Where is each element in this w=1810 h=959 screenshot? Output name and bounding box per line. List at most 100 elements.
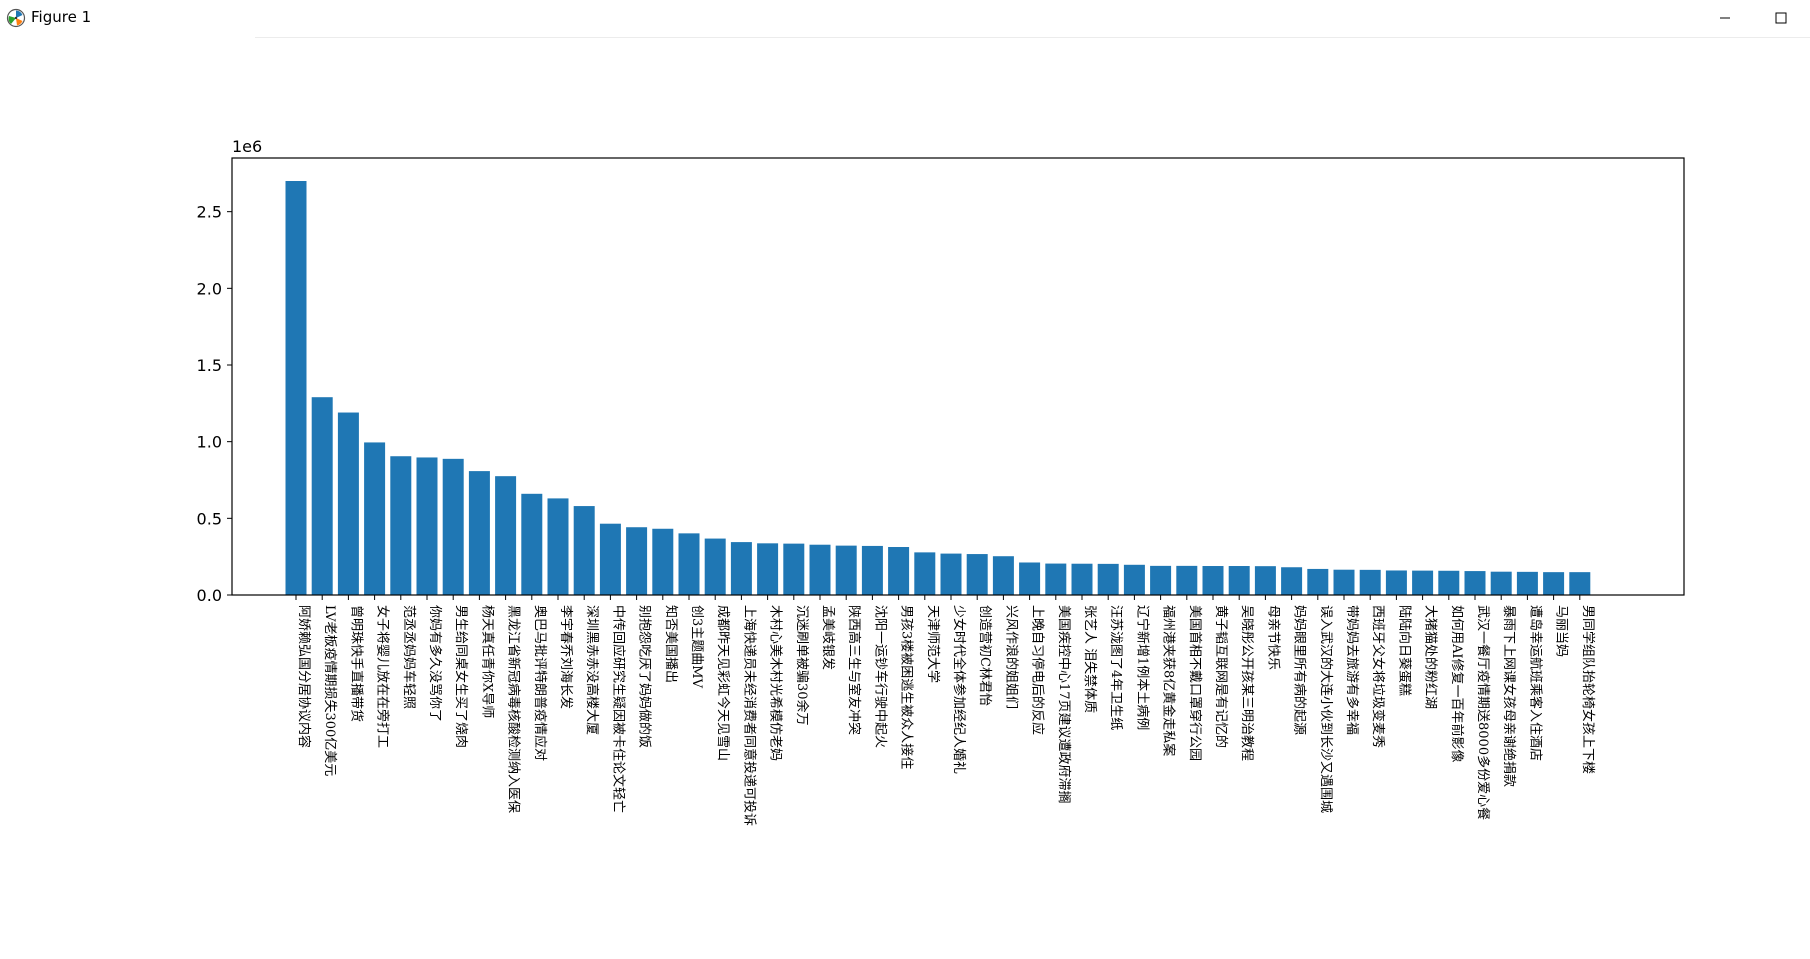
x-tick-label: 美国疾控中心17页建议遭政府滞搁	[1056, 605, 1071, 804]
x-tick-label: 美国首相不戴口罩穿行公园	[1187, 605, 1203, 761]
x-tick-label: 沈阳一运钞车行驶中起火	[872, 605, 888, 748]
y-axis-offset-label: 1e6	[232, 137, 262, 156]
bar	[1019, 562, 1041, 595]
y-axis-ticks: 0.0 0.5 1.0 1.5 2.0 2.5	[197, 203, 232, 605]
bar	[1228, 566, 1250, 595]
bar	[495, 476, 517, 595]
bar	[1438, 570, 1460, 595]
minimize-button[interactable]	[1702, 2, 1748, 34]
x-tick-label: 兴风作浪的姐姐们	[1003, 605, 1019, 709]
bar	[599, 523, 621, 595]
x-tick-label: 木村心美木村光希模仿老妈	[768, 605, 783, 761]
x-tick-label: 创3主题曲MV	[689, 605, 704, 689]
window-title: Figure 1	[31, 8, 92, 26]
bar	[1281, 567, 1303, 595]
bar	[416, 457, 438, 595]
bar	[626, 527, 648, 595]
bar	[1045, 563, 1067, 595]
bar	[1097, 563, 1119, 595]
x-tick-label: 福州港夹获8亿黄金走私案	[1161, 605, 1177, 756]
bar	[1150, 565, 1172, 595]
x-tick-label: 马丽当妈	[1554, 605, 1569, 657]
bar	[1333, 569, 1355, 595]
bar	[1307, 568, 1329, 595]
bar	[1359, 569, 1381, 595]
x-tick-label: 女子将婴儿放在在旁打工	[375, 605, 391, 748]
x-tick-label: 误入武汉的大连小伙到长沙又遇围城	[1318, 605, 1334, 813]
bar	[783, 543, 805, 595]
y-tick-label: 1.0	[197, 433, 222, 452]
x-tick-label: 沉迷刷单被骗30余万	[794, 605, 810, 726]
x-tick-label: 少女时代全体参加经纪人婚礼	[951, 605, 967, 774]
x-axis-ticks: 阿娇赖弘国分居协议内容 LV老板疫情期损失300亿美元 曾明珠快手直播带货 女子将婴儿…	[295, 595, 1596, 826]
bar	[311, 397, 333, 595]
x-tick-label: 男同学组队抬轮椅女孩上下楼	[1580, 605, 1596, 774]
window-title-bar: Figure 1	[0, 0, 1810, 36]
bar	[1543, 572, 1565, 595]
bar	[1385, 570, 1407, 595]
bar	[992, 556, 1014, 595]
x-tick-label: 男生给同桌女生买了烧肉	[453, 605, 469, 748]
x-tick-label: 陆陆向日葵蛋糕	[1396, 605, 1412, 696]
bar	[285, 181, 307, 595]
x-tick-label: 暴雨下上网课女孩母亲谢绝捐款	[1501, 605, 1517, 787]
x-tick-label: 张艺人 泪失禁体质	[1082, 605, 1097, 713]
bar	[1464, 571, 1486, 595]
bar	[1569, 572, 1591, 595]
x-tick-label: LV老板疫情期损失300亿美元	[322, 605, 338, 776]
bar	[364, 442, 386, 595]
bar	[1412, 570, 1434, 595]
bar	[888, 547, 910, 595]
x-tick-label: 母亲节快乐	[1265, 605, 1280, 670]
toolbar-divider	[255, 37, 1810, 38]
bar	[573, 506, 595, 595]
x-tick-label: 范丞丞妈妈车轻照	[401, 605, 417, 709]
x-tick-label: 吴晓彤公开孩某三明治教程	[1239, 605, 1255, 761]
bar	[809, 544, 831, 595]
bar	[835, 545, 857, 595]
x-tick-label: 成都昨天见彩虹今天见雪山	[715, 605, 731, 761]
x-tick-label: 天津师范大学	[925, 605, 941, 683]
bar	[1176, 565, 1198, 595]
x-tick-label: 李宇春乔刘海长发	[558, 605, 574, 709]
bar	[966, 554, 988, 595]
x-tick-label: 上晚自习停电后的反应	[1030, 605, 1046, 735]
x-tick-label: 辽宁新增1例本土病例	[1134, 605, 1150, 730]
x-tick-label: 汪苏泷图了4年卫生纸	[1108, 605, 1124, 730]
bar	[678, 533, 700, 595]
bar	[521, 493, 543, 595]
axes-frame	[231, 157, 1685, 596]
x-tick-label: 曾明珠快手直播带货	[348, 605, 364, 722]
x-tick-label: 遭岛幸运航班乘客入住酒店	[1527, 605, 1543, 761]
bar	[1202, 566, 1224, 595]
x-tick-label: 创造营初C林君怡	[977, 605, 992, 706]
y-tick-label: 2.0	[197, 279, 222, 298]
bar	[468, 471, 490, 595]
bar	[861, 545, 883, 595]
x-tick-label: 如何用AI修复一百年前影像	[1449, 605, 1465, 763]
x-tick-label: 知否美国播出	[663, 605, 679, 683]
x-tick-label: 西班牙父女将垃圾变麦秀	[1370, 605, 1386, 748]
bar	[1071, 563, 1093, 595]
x-tick-label: 上海快递员未经消费者同意投递可投诉	[741, 605, 757, 826]
y-tick-label: 2.5	[197, 203, 222, 222]
x-tick-label: 带妈妈去旅游有多幸福	[1344, 605, 1360, 735]
x-tick-label: 武汉一餐厅疫情期送8000多份爱心餐	[1475, 605, 1491, 820]
x-tick-label: 男孩3楼被困逃生被众人接住	[899, 605, 915, 769]
maximize-button[interactable]	[1758, 2, 1804, 34]
bar	[730, 542, 752, 595]
bar	[390, 456, 412, 595]
x-tick-label: 黄子韬互联网是有记忆的	[1213, 605, 1229, 748]
bar	[1516, 571, 1538, 595]
x-tick-label: 大猪猫处的粉红湖	[1423, 605, 1439, 709]
bar	[757, 543, 779, 595]
x-tick-label: 妈妈眼里所有病的起源	[1292, 605, 1308, 735]
bar	[442, 458, 464, 595]
x-tick-label: 陕西高三生与室友冲突	[846, 605, 862, 735]
bar	[914, 552, 936, 595]
y-tick-label: 0.0	[197, 586, 222, 605]
x-tick-label: 别抱怨吃厌了妈妈做的饭	[637, 605, 653, 748]
x-tick-label: 深圳黑赤赤没高楼大厦	[584, 605, 600, 735]
x-tick-label: 你妈有多久没骂你了	[427, 605, 443, 722]
